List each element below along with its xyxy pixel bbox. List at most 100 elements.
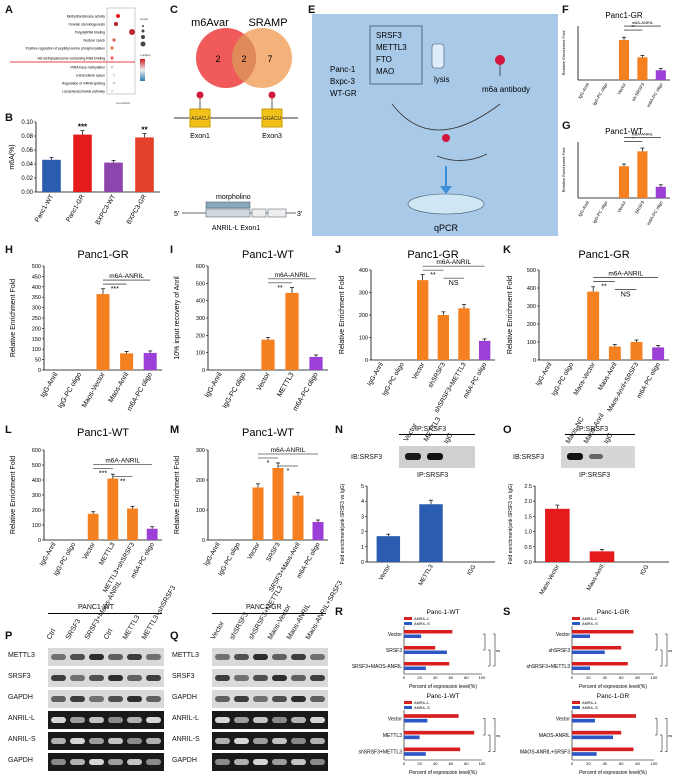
panel-m-chart: Panc1-WT 0 100 200 300 Relative Enrichment Fo…	[174, 427, 328, 593]
bar	[309, 357, 323, 370]
o-ip-line	[565, 434, 635, 435]
panel-a-xlabel: GeneRatio	[116, 101, 131, 105]
panel-b-chart: 0.00 0.02 0.04 0.06 0.08 0.10 m6A(%) Panc1-WT Pa…	[9, 120, 160, 226]
y-tick-label: 0	[533, 358, 536, 364]
chart-title: Panc1-WT	[605, 127, 643, 136]
exon-segment	[267, 208, 287, 218]
panel-label-q: Q	[170, 630, 179, 642]
x-axis-label: Percent of expression level(%)	[409, 770, 477, 776]
blot-row-label: METTL3	[8, 652, 35, 659]
x-tick-label: IgG-PC oligo	[551, 361, 576, 397]
n-band	[405, 453, 421, 460]
x-tick-label: 100	[479, 675, 486, 680]
bar	[618, 166, 630, 198]
y-tick-label: 300	[359, 291, 368, 297]
significance-label: NS	[449, 280, 459, 287]
bar	[416, 280, 429, 360]
y-tick-label: 1	[361, 545, 364, 551]
y-tick-label: 200	[32, 326, 41, 332]
blot-band	[51, 738, 66, 744]
bar	[655, 186, 666, 198]
significance-label: *	[267, 460, 270, 467]
blot-band	[146, 696, 161, 702]
bar	[419, 504, 443, 562]
x-tick-label: IgG-Anril	[366, 361, 385, 387]
blot-title: PANC1-GR	[246, 604, 282, 611]
y-axis-label: Relative Enrichment Fold	[339, 276, 346, 354]
comparison-bracket	[655, 633, 658, 651]
blot-band	[108, 654, 123, 660]
significance-label: ***	[99, 471, 107, 478]
x-tick-label: 20	[417, 761, 422, 766]
y-axis-label: Relative Enrichment Fold	[561, 31, 566, 76]
x-tick-label: 100	[651, 761, 658, 766]
protein-4: MAO	[376, 67, 394, 76]
panel-label-f: F	[562, 4, 569, 16]
x-tick-label: 0	[571, 675, 574, 680]
blot-strip	[48, 690, 164, 708]
bar	[618, 40, 630, 80]
y-tick-label: 300	[196, 448, 205, 454]
panel-label-s: S	[503, 606, 511, 618]
y-tick-label: 400	[527, 286, 536, 292]
bar-anril-l	[572, 714, 636, 718]
ns-label: ns	[496, 733, 500, 738]
panel-label-n: N	[335, 424, 343, 436]
exon3-label: Exon3	[262, 133, 282, 140]
blot-strip	[48, 711, 164, 729]
x-tick-label: m6A-PC oligo	[646, 200, 664, 226]
o-ip-label: IP:SRSF3	[577, 426, 609, 433]
x-tick-label: sh-SRSF3	[631, 82, 646, 103]
down-arrow-head	[440, 186, 452, 194]
blot-row-label: SRSF3	[172, 673, 195, 680]
significance-label: **	[631, 25, 635, 31]
panel-e-schematic: Panc-1 Bxpc-3 WT-GR SRSF3 METTL3 FTO MAO…	[312, 14, 558, 236]
y-tick-label: 350	[32, 295, 41, 301]
y-tick-label: 200	[32, 508, 41, 514]
panel-label-b: B	[5, 112, 13, 124]
legend-label: ANRIL-L	[582, 616, 598, 621]
y-tick-label: 2	[361, 530, 364, 536]
panel-a-term-label: Extracellular space	[76, 74, 105, 78]
comparison-bracket	[483, 633, 486, 651]
m6a-site-icon	[196, 91, 204, 99]
x-tick-label: 80	[635, 675, 640, 680]
y-tick-label: 300	[32, 306, 41, 312]
panel-a-dot	[110, 65, 114, 69]
panel-a-term-label: rRNA base methylation	[70, 66, 105, 70]
legend-label: ANRIL-L	[414, 700, 430, 705]
y-tick-label: 2.0	[524, 499, 532, 505]
y-axis-label: Fold enrichment(anti-SRSF3 vs IgG)	[508, 483, 514, 564]
y-tick-label: 500	[196, 281, 205, 287]
y-axis-label: Relative Enrichment Fold	[174, 456, 181, 534]
m6a-antibody-icon	[495, 55, 505, 65]
x-tick-label: 20	[586, 761, 591, 766]
exon1-label: Exon1	[190, 133, 210, 140]
three-prime-label: 3'	[297, 211, 302, 218]
blot-band	[108, 675, 123, 681]
qpcr-label: qPCR	[434, 223, 459, 233]
bar-anril-s	[404, 634, 422, 639]
x-tick-label: 80	[464, 675, 469, 680]
blot-band	[127, 675, 142, 681]
y-tick-label: 0.0	[524, 560, 532, 566]
y-tick-label: 3	[361, 514, 364, 520]
blot-band	[272, 696, 287, 702]
y-tick-label: 100	[196, 508, 205, 514]
bar	[42, 159, 61, 192]
y-tick-label: 500	[527, 268, 536, 274]
x-tick-label: IgG-PC oligo	[381, 361, 406, 397]
y-tick-label: 100	[527, 340, 536, 346]
y-tick-label: 300	[527, 304, 536, 310]
bar	[87, 513, 99, 540]
bar	[637, 57, 648, 80]
blot-band	[89, 738, 104, 744]
venn-overlap-count: 2	[241, 54, 246, 64]
panel-a-plot-frame	[106, 7, 136, 95]
y-tick-label: 600	[32, 448, 41, 454]
y-tick-label: 200	[359, 313, 368, 319]
x-tick-label: Vector	[82, 541, 98, 561]
comparison-bracket	[488, 649, 491, 667]
blot-band	[146, 717, 161, 723]
